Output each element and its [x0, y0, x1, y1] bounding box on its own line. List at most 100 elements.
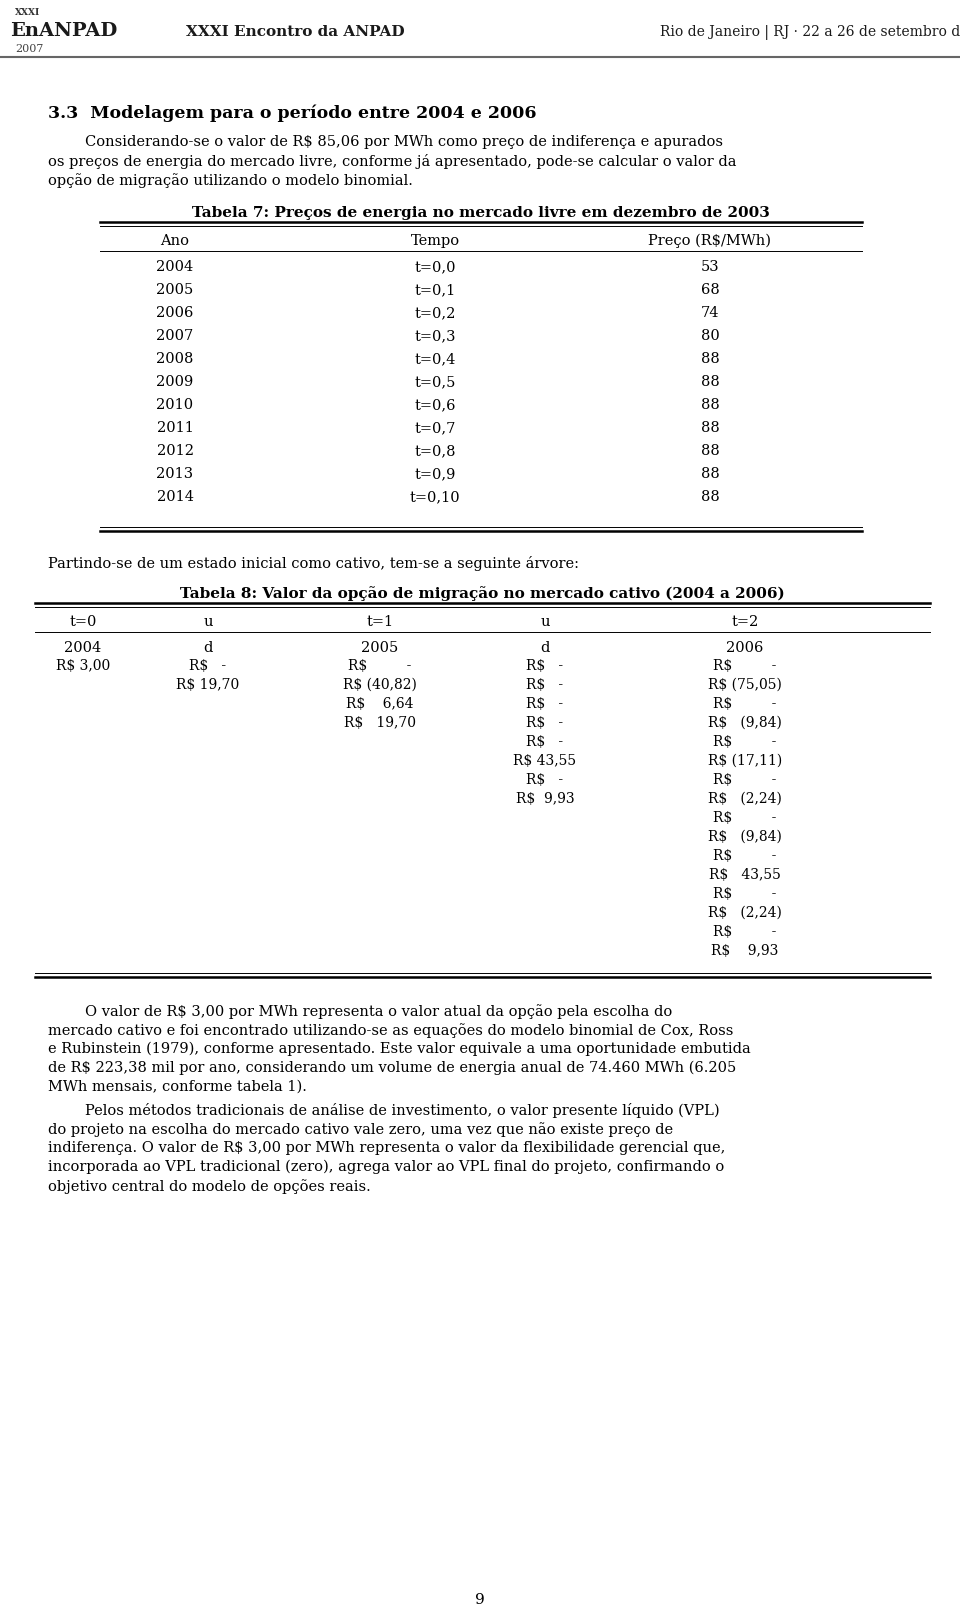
Text: 2009: 2009: [156, 375, 194, 390]
Text: 2007: 2007: [15, 44, 43, 54]
Text: R$ (40,82): R$ (40,82): [343, 677, 417, 691]
Text: opção de migração utilizando o modelo binomial.: opção de migração utilizando o modelo bi…: [48, 174, 413, 188]
Text: R$   19,70: R$ 19,70: [344, 716, 416, 730]
Text: Ano: Ano: [160, 234, 189, 248]
Text: 2007: 2007: [156, 329, 194, 342]
Text: de R$ 223,38 mil por ano, considerando um volume de energia anual de 74.460 MWh : de R$ 223,38 mil por ano, considerando u…: [48, 1060, 736, 1074]
Text: R$   (2,24): R$ (2,24): [708, 792, 782, 805]
Text: 88: 88: [701, 420, 719, 435]
Text: 2011: 2011: [156, 420, 193, 435]
Text: objetivo central do modelo de opções reais.: objetivo central do modelo de opções rea…: [48, 1178, 371, 1193]
Text: t=0,4: t=0,4: [415, 352, 456, 365]
Text: t=2: t=2: [732, 615, 758, 628]
Text: do projeto na escolha do mercado cativo vale zero, uma vez que não existe preço : do projeto na escolha do mercado cativo …: [48, 1121, 673, 1136]
Text: R$         -: R$ -: [713, 696, 777, 711]
Text: 9: 9: [475, 1592, 485, 1607]
Text: R$ (17,11): R$ (17,11): [708, 753, 782, 768]
Text: MWh mensais, conforme tabela 1).: MWh mensais, conforme tabela 1).: [48, 1079, 307, 1094]
Text: d: d: [204, 641, 213, 654]
Text: 2013: 2013: [156, 467, 194, 480]
Text: R$   -: R$ -: [526, 773, 564, 787]
Text: t=0,0: t=0,0: [415, 260, 456, 274]
Text: e Rubinstein (1979), conforme apresentado. Este valor equivale a uma oportunidad: e Rubinstein (1979), conforme apresentad…: [48, 1042, 751, 1055]
Text: 88: 88: [701, 443, 719, 458]
Text: R$         -: R$ -: [713, 773, 777, 787]
Text: XXXI Encontro da ANPAD: XXXI Encontro da ANPAD: [185, 24, 404, 39]
Text: R$   (9,84): R$ (9,84): [708, 716, 782, 730]
Text: R$ (75,05): R$ (75,05): [708, 677, 782, 691]
Text: R$         -: R$ -: [713, 849, 777, 862]
Text: 80: 80: [701, 329, 719, 342]
Text: 88: 88: [701, 490, 719, 503]
Text: Partindo-se de um estado inicial como cativo, tem-se a seguinte árvore:: Partindo-se de um estado inicial como ca…: [48, 555, 579, 571]
Text: R$    6,64: R$ 6,64: [347, 696, 414, 711]
Text: 2004: 2004: [156, 260, 194, 274]
Text: 74: 74: [701, 305, 719, 320]
Text: R$ 43,55: R$ 43,55: [514, 753, 577, 768]
Text: 2005: 2005: [156, 282, 194, 297]
Text: R$         -: R$ -: [713, 659, 777, 672]
Text: 53: 53: [701, 260, 719, 274]
Text: R$    9,93: R$ 9,93: [711, 943, 779, 958]
Text: Tabela 7: Preços de energia no mercado livre em dezembro de 2003: Tabela 7: Preços de energia no mercado l…: [192, 206, 770, 219]
Text: 2008: 2008: [156, 352, 194, 365]
Text: Tempo: Tempo: [411, 234, 460, 248]
Text: R$         -: R$ -: [348, 659, 412, 672]
Text: t=0,9: t=0,9: [415, 467, 456, 480]
Text: 2014: 2014: [156, 490, 194, 503]
Text: 2005: 2005: [361, 641, 398, 654]
Text: R$         -: R$ -: [713, 886, 777, 901]
Text: d: d: [540, 641, 550, 654]
Text: t=0: t=0: [69, 615, 97, 628]
Text: R$   (2,24): R$ (2,24): [708, 906, 782, 920]
Text: t=0,5: t=0,5: [415, 375, 456, 390]
Text: 88: 88: [701, 352, 719, 365]
Text: R$         -: R$ -: [713, 735, 777, 748]
Text: t=0,3: t=0,3: [415, 329, 456, 342]
Text: 88: 88: [701, 467, 719, 480]
Text: t=0,10: t=0,10: [410, 490, 460, 503]
Text: 3.3  Modelagem para o período entre 2004 e 2006: 3.3 Modelagem para o período entre 2004 …: [48, 105, 537, 122]
Text: R$   -: R$ -: [526, 659, 564, 672]
Text: Preço (R$/MWh): Preço (R$/MWh): [649, 234, 772, 248]
Text: t=0,7: t=0,7: [415, 420, 456, 435]
Text: os preços de energia do mercado livre, conforme já apresentado, pode-se calcular: os preços de energia do mercado livre, c…: [48, 154, 736, 169]
Text: t=0,8: t=0,8: [415, 443, 456, 458]
Text: t=0,1: t=0,1: [415, 282, 456, 297]
Text: t=0,2: t=0,2: [415, 305, 456, 320]
Text: R$  9,93: R$ 9,93: [516, 792, 574, 805]
Text: incorporada ao VPL tradicional (zero), agrega valor ao VPL final do projeto, con: incorporada ao VPL tradicional (zero), a…: [48, 1159, 724, 1173]
Text: t=1: t=1: [367, 615, 394, 628]
Text: u: u: [204, 615, 213, 628]
Text: mercado cativo e foi encontrado utilizando-se as equações do modelo binomial de : mercado cativo e foi encontrado utilizan…: [48, 1022, 733, 1037]
Text: XXXI: XXXI: [15, 8, 40, 16]
Text: R$ 19,70: R$ 19,70: [177, 677, 240, 691]
Text: Pelos métodos tradicionais de análise de investimento, o valor presente líquido : Pelos métodos tradicionais de análise de…: [48, 1102, 720, 1117]
Text: R$   (9,84): R$ (9,84): [708, 829, 782, 844]
Text: R$         -: R$ -: [713, 810, 777, 824]
Text: 2010: 2010: [156, 398, 194, 412]
Text: t=0,6: t=0,6: [415, 398, 456, 412]
Text: 2006: 2006: [156, 305, 194, 320]
Text: 2006: 2006: [727, 641, 764, 654]
Text: O valor de R$ 3,00 por MWh representa o valor atual da opção pela escolha do: O valor de R$ 3,00 por MWh representa o …: [48, 1003, 672, 1018]
Text: R$   -: R$ -: [189, 659, 227, 672]
Text: indiferença. O valor de R$ 3,00 por MWh representa o valor da flexibilidade gere: indiferença. O valor de R$ 3,00 por MWh …: [48, 1141, 726, 1154]
Text: 88: 88: [701, 398, 719, 412]
Text: Tabela 8: Valor da opção de migração no mercado cativo (2004 a 2006): Tabela 8: Valor da opção de migração no …: [180, 586, 785, 601]
Text: Considerando-se o valor de R$ 85,06 por MWh como preço de indiferença e apurados: Considerando-se o valor de R$ 85,06 por …: [48, 135, 723, 149]
Text: R$   -: R$ -: [526, 716, 564, 730]
Text: R$   43,55: R$ 43,55: [709, 867, 780, 881]
Text: u: u: [540, 615, 550, 628]
Text: Rio de Janeiro | RJ · 22 a 26 de setembro de 2007: Rio de Janeiro | RJ · 22 a 26 de setembr…: [660, 24, 960, 39]
Text: EnANPAD: EnANPAD: [10, 23, 117, 41]
Text: R$         -: R$ -: [713, 925, 777, 938]
Text: R$   -: R$ -: [526, 696, 564, 711]
Text: R$   -: R$ -: [526, 735, 564, 748]
Text: 2012: 2012: [156, 443, 194, 458]
Text: 88: 88: [701, 375, 719, 390]
Text: 2004: 2004: [64, 641, 102, 654]
Text: R$ 3,00: R$ 3,00: [56, 659, 110, 672]
Text: R$   -: R$ -: [526, 677, 564, 691]
Text: 68: 68: [701, 282, 719, 297]
